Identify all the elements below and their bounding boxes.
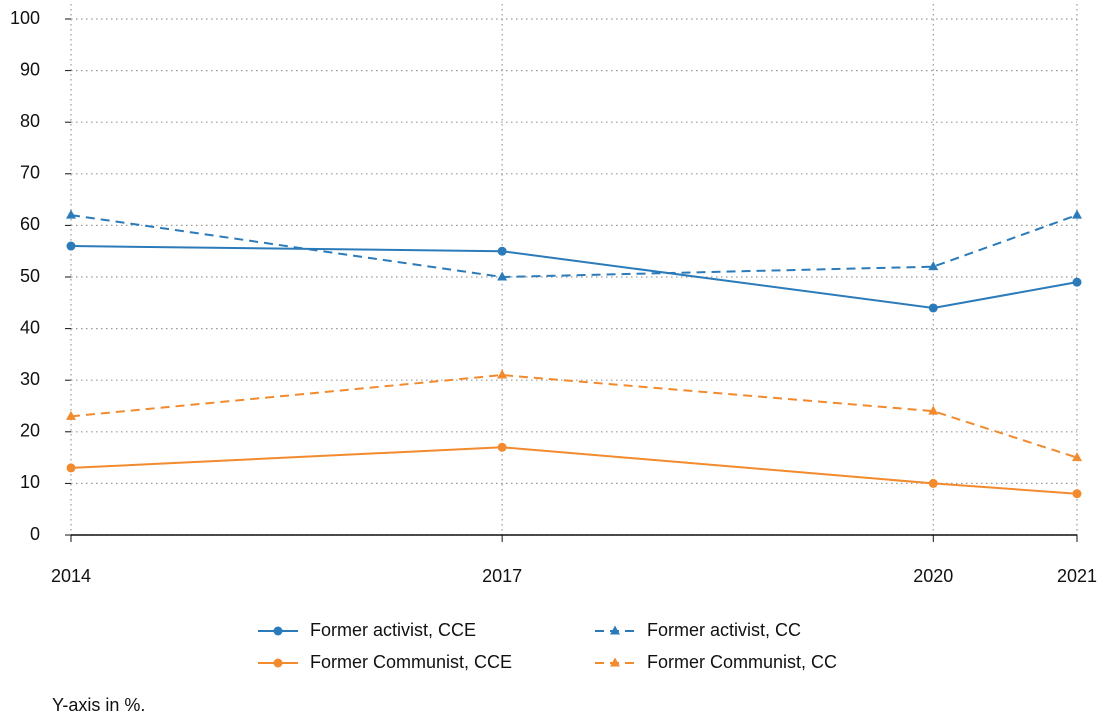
- legend-marker: [273, 626, 283, 636]
- legend-label: Former activist, CC: [647, 620, 801, 640]
- legend-marker: [610, 625, 620, 635]
- marker: [497, 271, 508, 281]
- marker: [928, 405, 939, 415]
- marker: [928, 303, 938, 313]
- y-tick-label: 80: [20, 111, 40, 131]
- marker: [1072, 209, 1082, 219]
- y-tick-label: 20: [20, 421, 40, 441]
- marker: [497, 246, 507, 256]
- marker: [1072, 489, 1082, 499]
- series-line: [70, 446, 1078, 495]
- marker: [66, 410, 76, 420]
- y-tick-label: 10: [20, 472, 40, 492]
- legend-label: Former activist, CCE: [310, 620, 476, 640]
- y-tick-label: 90: [20, 59, 40, 79]
- marker: [66, 209, 76, 219]
- x-tick-label: 2021: [1057, 566, 1097, 586]
- legend-label: Former Communist, CCE: [310, 652, 512, 672]
- marker: [497, 442, 507, 452]
- marker: [66, 241, 76, 251]
- marker: [1072, 277, 1082, 287]
- legend-marker: [273, 658, 283, 668]
- marker: [497, 369, 508, 379]
- marker: [928, 261, 939, 271]
- marker: [66, 463, 76, 473]
- x-tick-label: 2014: [51, 566, 91, 586]
- y-tick-label: 60: [20, 214, 40, 234]
- marker: [928, 478, 938, 488]
- y-tick-label: 30: [20, 369, 40, 389]
- x-tick-label: 2020: [913, 566, 953, 586]
- y-tick-label: 40: [20, 317, 40, 337]
- note: Y-axis in %.: [52, 695, 145, 715]
- y-tick-label: 70: [20, 163, 40, 183]
- legend-label: Former Communist, CC: [647, 652, 837, 672]
- legend-marker: [610, 657, 620, 667]
- x-tick-label: 2017: [482, 566, 522, 586]
- series-line: [70, 374, 1078, 459]
- series-line: [70, 214, 1078, 279]
- y-tick-label: 50: [20, 266, 40, 286]
- series-line: [70, 245, 1078, 309]
- marker: [1072, 452, 1082, 462]
- y-tick-label: 0: [30, 524, 40, 544]
- y-tick-label: 100: [10, 8, 40, 28]
